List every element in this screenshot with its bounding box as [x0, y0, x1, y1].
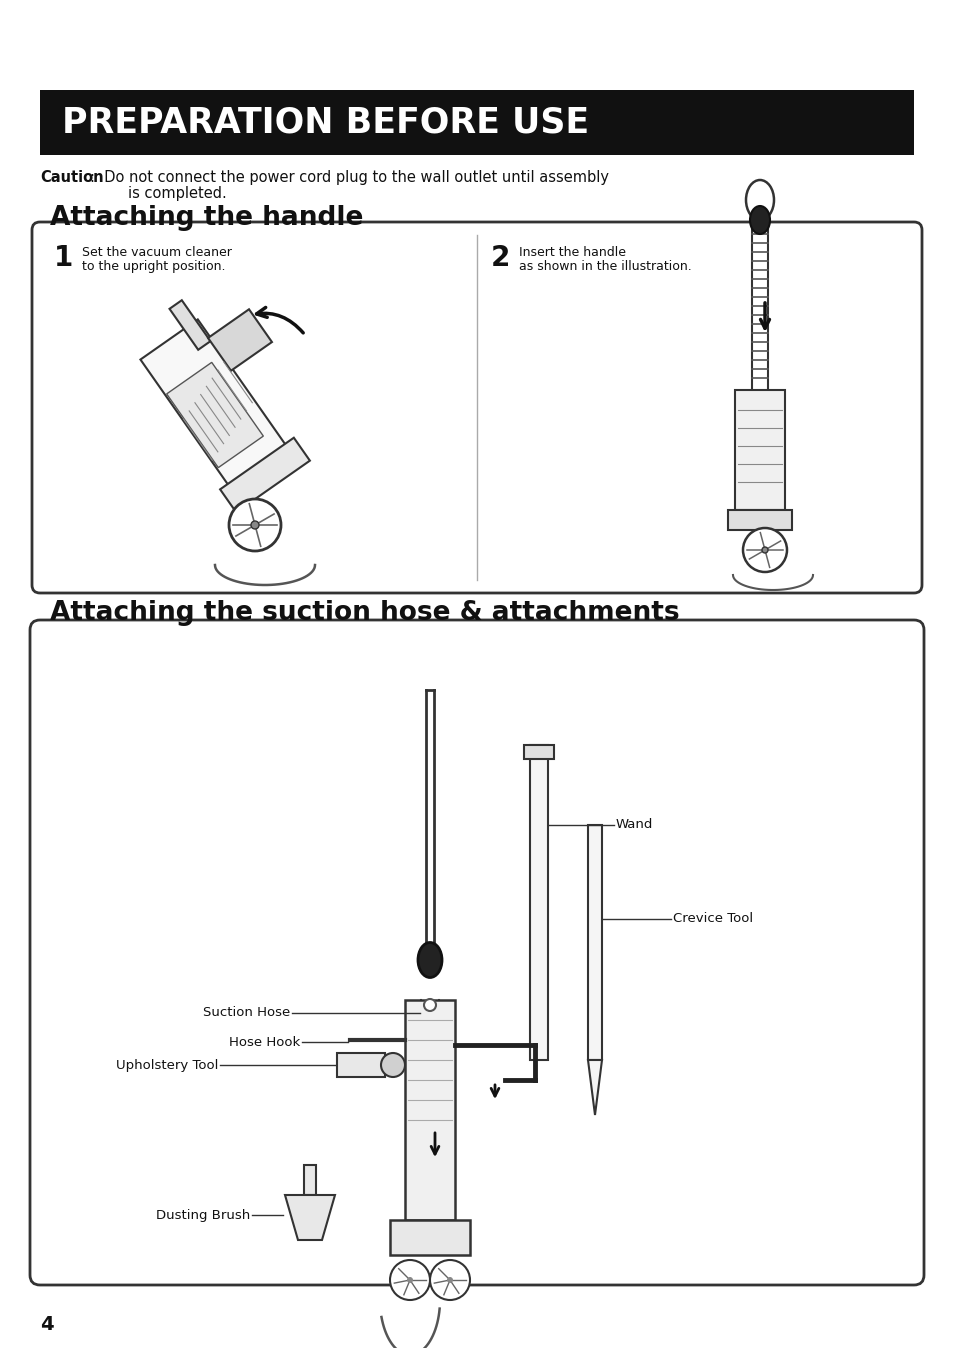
Text: Caution: Caution [40, 170, 104, 185]
Bar [40, 90, 913, 155]
Circle shape [390, 1260, 430, 1299]
FancyBboxPatch shape [32, 222, 921, 593]
Circle shape [761, 547, 767, 553]
Text: Insert the handle: Insert the handle [518, 245, 625, 259]
Circle shape [430, 1260, 470, 1299]
Text: PREPARATION BEFORE USE: PREPARATION BEFORE USE [62, 105, 589, 139]
Text: Crevice Tool: Crevice Tool [672, 913, 752, 926]
Text: :  Do not connect the power cord plug to the wall outlet until assembly: : Do not connect the power cord plug to … [90, 170, 608, 185]
Circle shape [742, 528, 786, 572]
Text: 1: 1 [54, 244, 73, 272]
Text: as shown in the illustration.: as shown in the illustration. [518, 260, 691, 274]
Bar [390, 1220, 470, 1255]
Bar [530, 745, 547, 1060]
Text: Attaching the handle: Attaching the handle [50, 205, 363, 231]
Text: Attaching the suction hose & attachments: Attaching the suction hose & attachments [50, 600, 679, 625]
Polygon shape [170, 301, 211, 349]
Text: Upholstery Tool: Upholstery Tool [115, 1058, 218, 1072]
Polygon shape [208, 309, 272, 371]
Bar [336, 1053, 385, 1077]
Text: Wand: Wand [616, 818, 653, 832]
Bar [523, 745, 554, 759]
Bar [304, 1165, 315, 1194]
Bar [385, 1058, 398, 1072]
Circle shape [407, 1277, 413, 1283]
Ellipse shape [749, 206, 769, 235]
Text: Dusting Brush: Dusting Brush [155, 1209, 250, 1221]
Text: 2: 2 [491, 244, 510, 272]
Bar [405, 1000, 455, 1220]
Polygon shape [140, 319, 290, 491]
Circle shape [423, 999, 436, 1011]
Text: Suction Hose: Suction Hose [203, 1007, 290, 1019]
Text: Hose Hook: Hose Hook [229, 1035, 299, 1049]
Circle shape [251, 520, 258, 528]
Circle shape [380, 1053, 405, 1077]
Ellipse shape [417, 942, 441, 977]
Bar [734, 390, 784, 510]
Polygon shape [220, 438, 310, 512]
Text: 4: 4 [40, 1316, 53, 1335]
Circle shape [447, 1277, 453, 1283]
Text: Set the vacuum cleaner: Set the vacuum cleaner [82, 245, 232, 259]
Bar [587, 825, 601, 1060]
Polygon shape [587, 1060, 601, 1115]
Polygon shape [167, 363, 263, 468]
Bar [727, 510, 791, 530]
Text: to the upright position.: to the upright position. [82, 260, 225, 274]
Polygon shape [285, 1194, 335, 1240]
Circle shape [229, 499, 281, 551]
Text: is completed.: is completed. [128, 186, 227, 201]
FancyBboxPatch shape [30, 620, 923, 1285]
